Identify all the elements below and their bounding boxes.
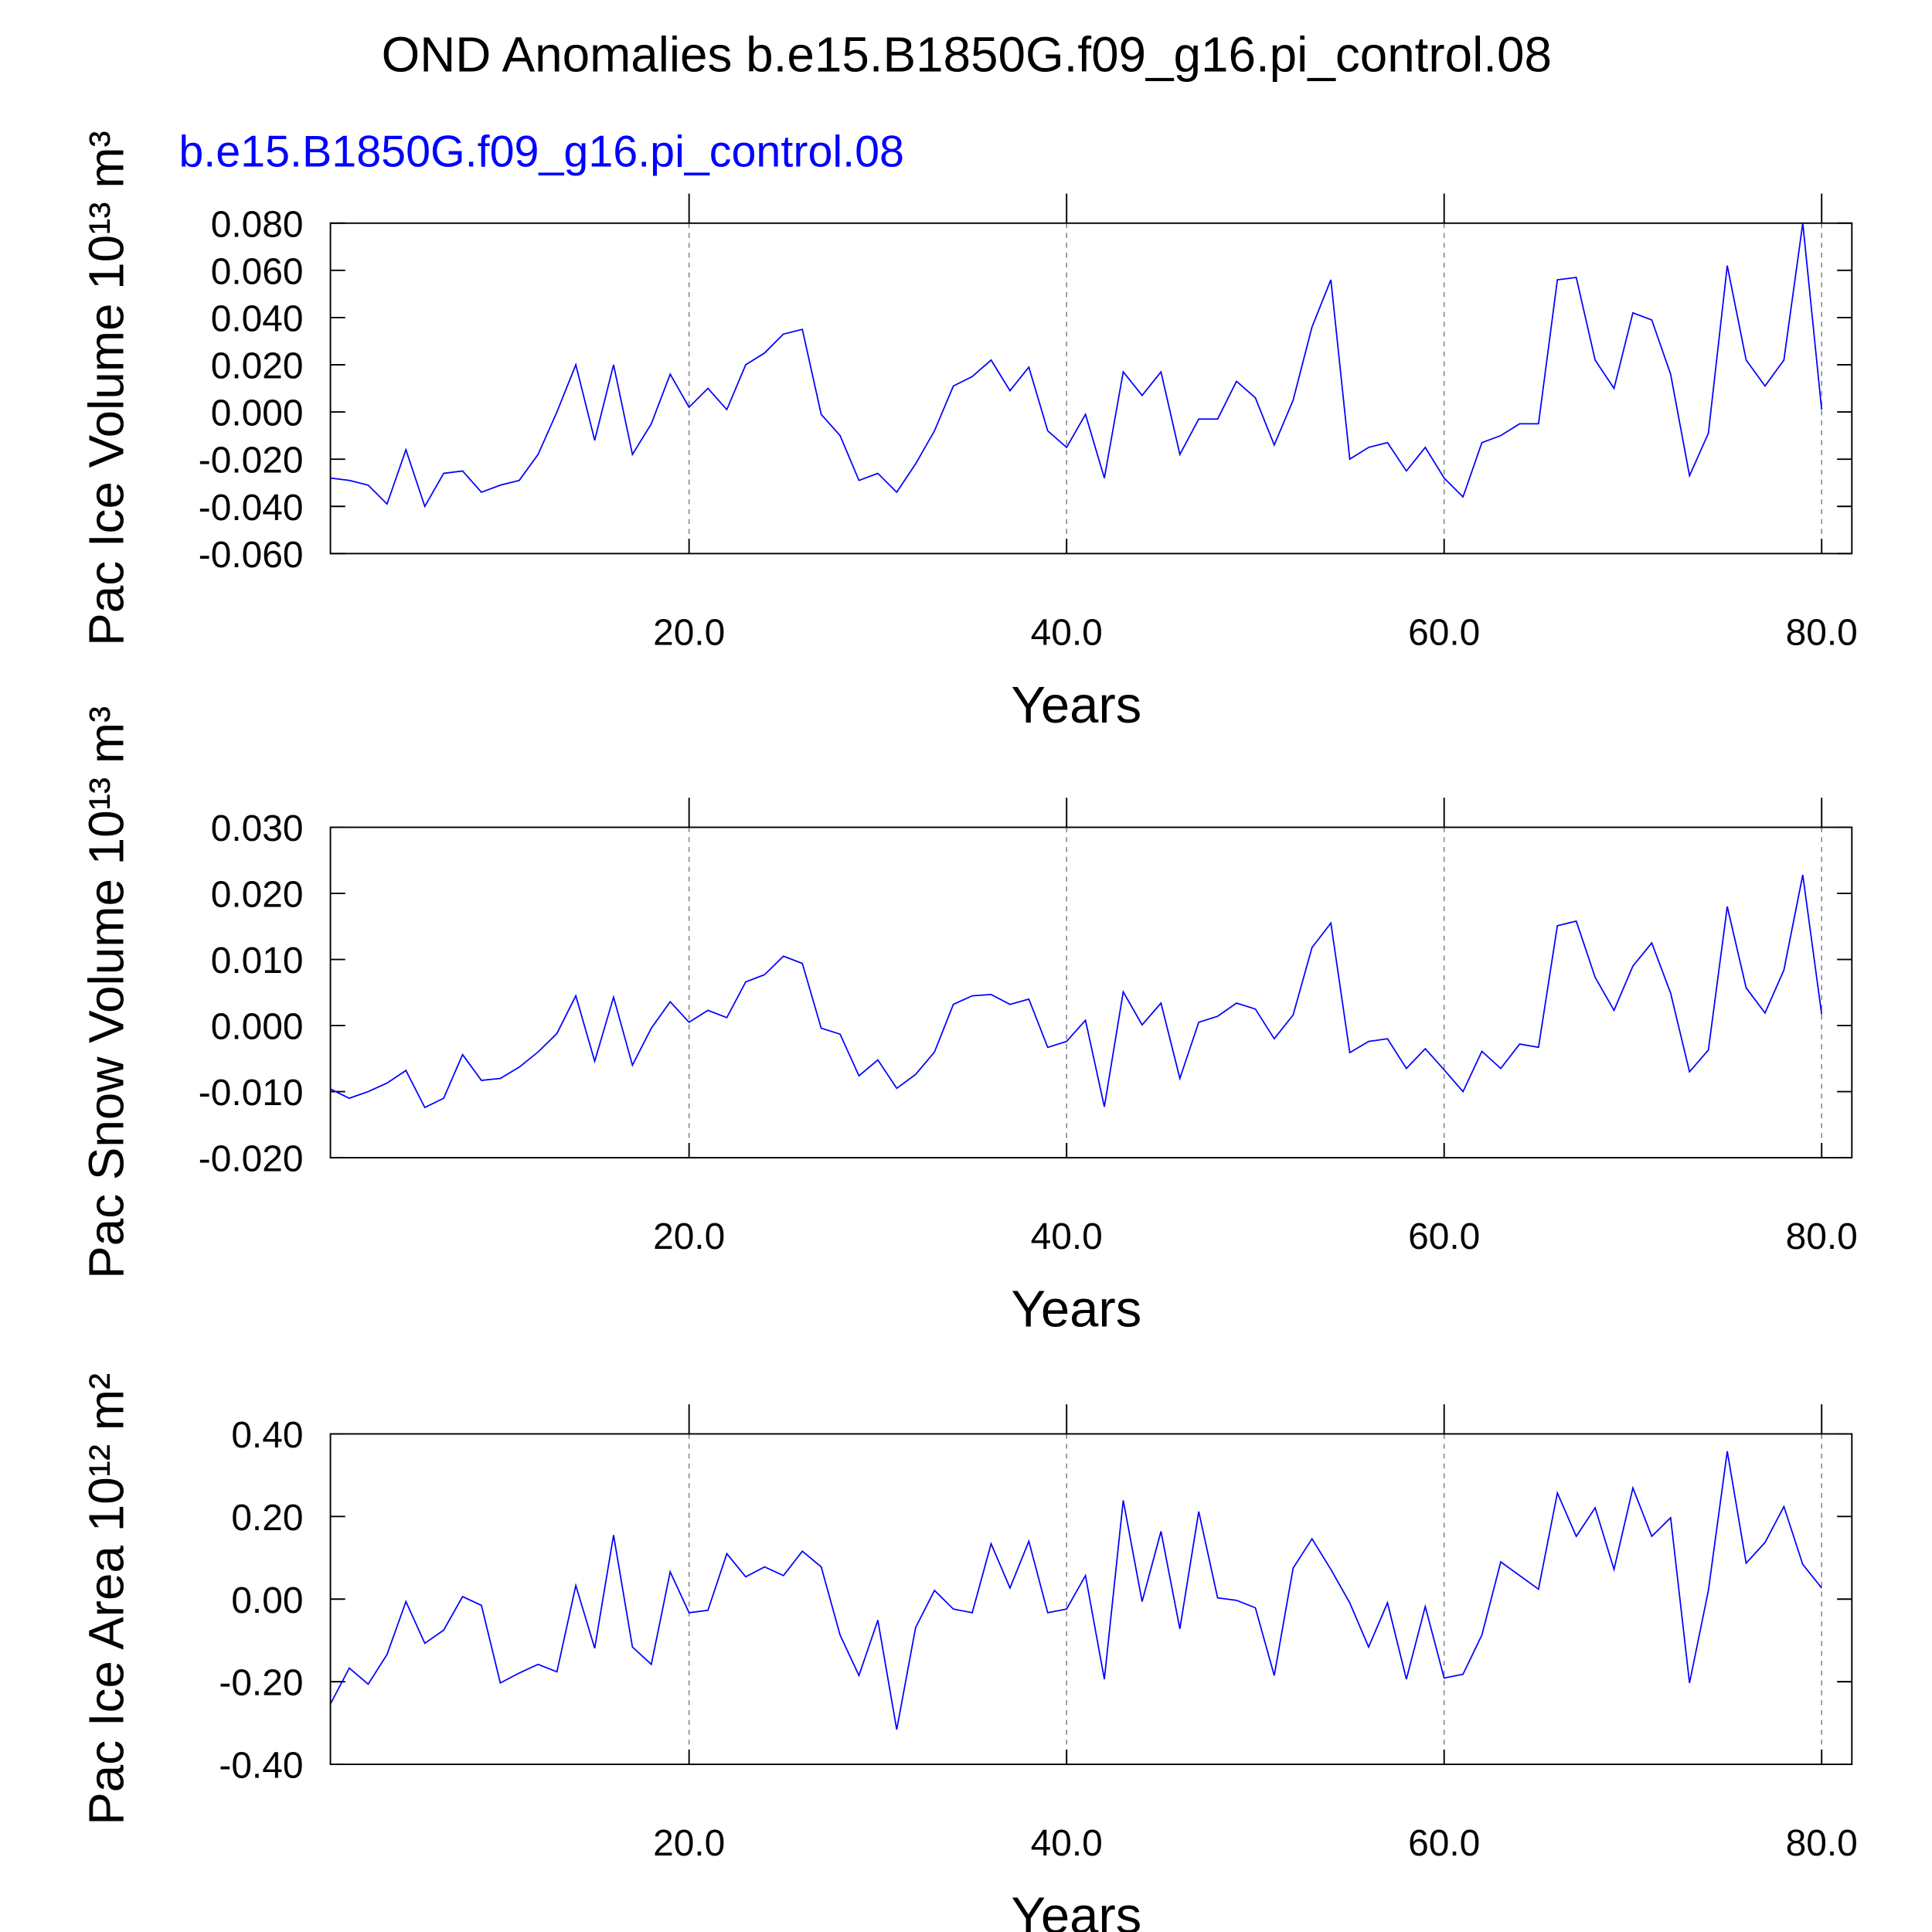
x-tick-label: 40.0: [1031, 1216, 1103, 1257]
x-tick-label: 40.0: [1031, 612, 1103, 653]
y-axis-label: Pac Ice Volume 10¹³ m³: [79, 131, 134, 646]
y-tick-label: 0.030: [211, 808, 304, 849]
x-tick-label: 80.0: [1786, 612, 1858, 653]
y-tick-label: 0.020: [211, 346, 304, 387]
y-tick-label: 0.020: [211, 875, 304, 916]
x-tick-label: 40.0: [1031, 1823, 1103, 1864]
x-tick-label: 80.0: [1786, 1216, 1858, 1257]
x-axis-label: Years: [1011, 676, 1141, 734]
y-tick-label: -0.40: [219, 1746, 303, 1787]
y-tick-label: 0.00: [231, 1580, 303, 1621]
plot-frame: [329, 222, 1853, 555]
y-axis-label: Pac Snow Volume 10¹³ m³: [79, 706, 134, 1279]
y-tick-label: -0.20: [219, 1663, 303, 1704]
y-tick-label: 0.060: [211, 251, 304, 292]
x-axis-label: Years: [1011, 1887, 1141, 1932]
y-tick-label: -0.010: [199, 1073, 304, 1114]
x-tick-label: 20.0: [653, 1823, 725, 1864]
y-tick-label: 0.40: [231, 1415, 303, 1456]
y-tick-label: -0.060: [199, 535, 304, 576]
y-tick-label: 0.080: [211, 204, 304, 245]
y-tick-label: -0.040: [199, 488, 304, 529]
y-tick-label: -0.020: [199, 1139, 304, 1180]
data-line: [330, 874, 1823, 1109]
x-tick-label: 60.0: [1408, 612, 1480, 653]
data-line: [330, 223, 1823, 509]
chart-subtitle: b.e15.B1850G.f09_g16.pi_control.08: [179, 127, 904, 176]
plot-frame: [329, 826, 1853, 1159]
x-tick-label: 20.0: [653, 612, 725, 653]
x-tick-label: 60.0: [1408, 1216, 1480, 1257]
chart-title: OND Anomalies b.e15.B1850G.f09_g16.pi_co…: [382, 27, 1552, 83]
x-axis-label: Years: [1011, 1281, 1141, 1338]
x-tick-label: 60.0: [1408, 1823, 1480, 1864]
y-tick-label: 0.000: [211, 1007, 304, 1048]
data-line: [329, 1451, 1822, 1730]
y-tick-label: 0.20: [231, 1498, 303, 1539]
x-tick-label: 20.0: [653, 1216, 725, 1257]
x-tick-label: 80.0: [1786, 1823, 1858, 1864]
plot-frame: [329, 1433, 1853, 1765]
y-tick-label: 0.000: [211, 393, 304, 434]
y-tick-label: 0.040: [211, 298, 304, 339]
y-tick-label: 0.010: [211, 940, 304, 981]
y-axis-label: Pac Ice Area 10¹² m²: [79, 1373, 134, 1825]
y-tick-label: -0.020: [199, 440, 304, 481]
